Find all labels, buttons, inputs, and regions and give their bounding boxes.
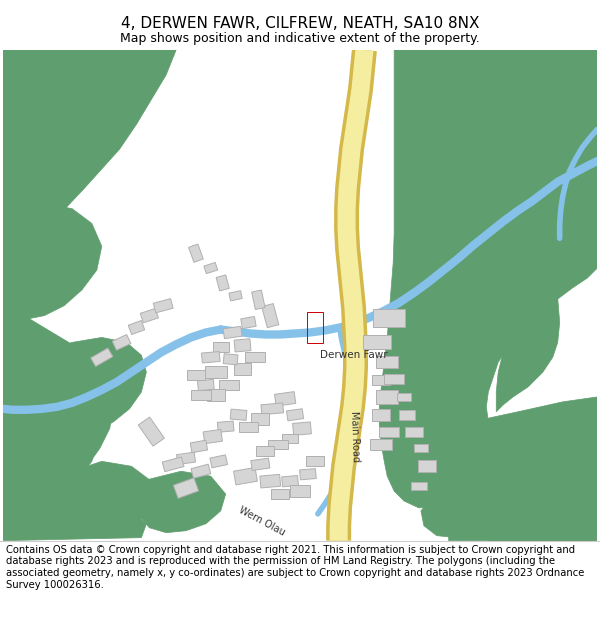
Bar: [268, 439, 288, 449]
Bar: [271, 489, 289, 499]
Bar: [162, 457, 184, 472]
Bar: [213, 342, 229, 352]
Bar: [173, 478, 199, 498]
Bar: [187, 370, 205, 380]
Bar: [306, 456, 324, 466]
Polygon shape: [449, 397, 598, 541]
Bar: [229, 291, 242, 301]
Bar: [112, 334, 131, 350]
Bar: [384, 374, 404, 384]
Bar: [219, 380, 239, 390]
Bar: [91, 348, 113, 366]
Bar: [376, 356, 398, 368]
Bar: [233, 363, 251, 375]
Polygon shape: [20, 338, 146, 436]
Bar: [245, 352, 265, 362]
Bar: [234, 339, 251, 352]
Bar: [223, 354, 238, 365]
Bar: [379, 427, 399, 436]
Bar: [251, 412, 269, 424]
Polygon shape: [434, 432, 508, 488]
Bar: [411, 482, 427, 490]
Bar: [203, 429, 223, 444]
Bar: [397, 393, 411, 401]
Bar: [274, 392, 296, 406]
Bar: [414, 444, 428, 452]
Text: Map shows position and indicative extent of the property.: Map shows position and indicative extent…: [120, 32, 480, 45]
Bar: [287, 409, 304, 421]
Bar: [217, 421, 234, 432]
Bar: [223, 326, 242, 339]
Bar: [373, 409, 390, 421]
Bar: [188, 244, 203, 262]
Text: Derwen Fawr: Derwen Fawr: [320, 350, 388, 360]
Bar: [256, 446, 274, 456]
Polygon shape: [2, 302, 113, 538]
Bar: [230, 409, 247, 421]
Bar: [251, 458, 270, 471]
Bar: [299, 469, 316, 480]
Bar: [307, 312, 323, 343]
Bar: [241, 316, 256, 329]
Polygon shape: [2, 441, 80, 534]
Bar: [207, 389, 224, 401]
Bar: [176, 452, 196, 464]
Bar: [197, 379, 214, 391]
Bar: [399, 410, 415, 420]
Polygon shape: [2, 50, 176, 328]
Bar: [418, 461, 436, 472]
Polygon shape: [2, 204, 102, 319]
Bar: [282, 434, 298, 444]
Bar: [405, 427, 423, 436]
Bar: [370, 439, 392, 451]
Bar: [282, 476, 298, 487]
Polygon shape: [488, 466, 598, 541]
Bar: [262, 304, 279, 328]
Bar: [251, 290, 265, 309]
Bar: [364, 336, 391, 349]
Bar: [190, 440, 208, 452]
Bar: [154, 299, 173, 313]
Text: Main Road: Main Road: [349, 411, 361, 462]
Polygon shape: [136, 471, 226, 532]
Bar: [376, 390, 398, 404]
Text: Contains OS data © Crown copyright and database right 2021. This information is : Contains OS data © Crown copyright and d…: [6, 545, 584, 589]
Bar: [205, 366, 227, 378]
Bar: [216, 275, 229, 291]
Bar: [191, 464, 211, 478]
Bar: [191, 390, 211, 400]
Bar: [239, 422, 259, 432]
Bar: [233, 468, 257, 485]
Bar: [138, 417, 164, 446]
Polygon shape: [379, 50, 598, 508]
Polygon shape: [2, 405, 97, 526]
Polygon shape: [421, 491, 498, 538]
Bar: [210, 455, 227, 468]
Bar: [140, 309, 158, 322]
Bar: [373, 309, 405, 326]
Text: Wern Olau: Wern Olau: [238, 504, 287, 537]
Bar: [128, 321, 145, 334]
Bar: [373, 375, 390, 385]
Polygon shape: [496, 50, 598, 412]
Bar: [293, 422, 311, 436]
Bar: [290, 485, 310, 497]
Bar: [260, 474, 281, 488]
Text: 4, DERWEN FAWR, CILFREW, NEATH, SA10 8NX: 4, DERWEN FAWR, CILFREW, NEATH, SA10 8NX: [121, 16, 479, 31]
Polygon shape: [37, 461, 156, 536]
Polygon shape: [2, 501, 146, 541]
Bar: [204, 262, 218, 274]
Bar: [261, 403, 284, 415]
Bar: [202, 351, 220, 363]
